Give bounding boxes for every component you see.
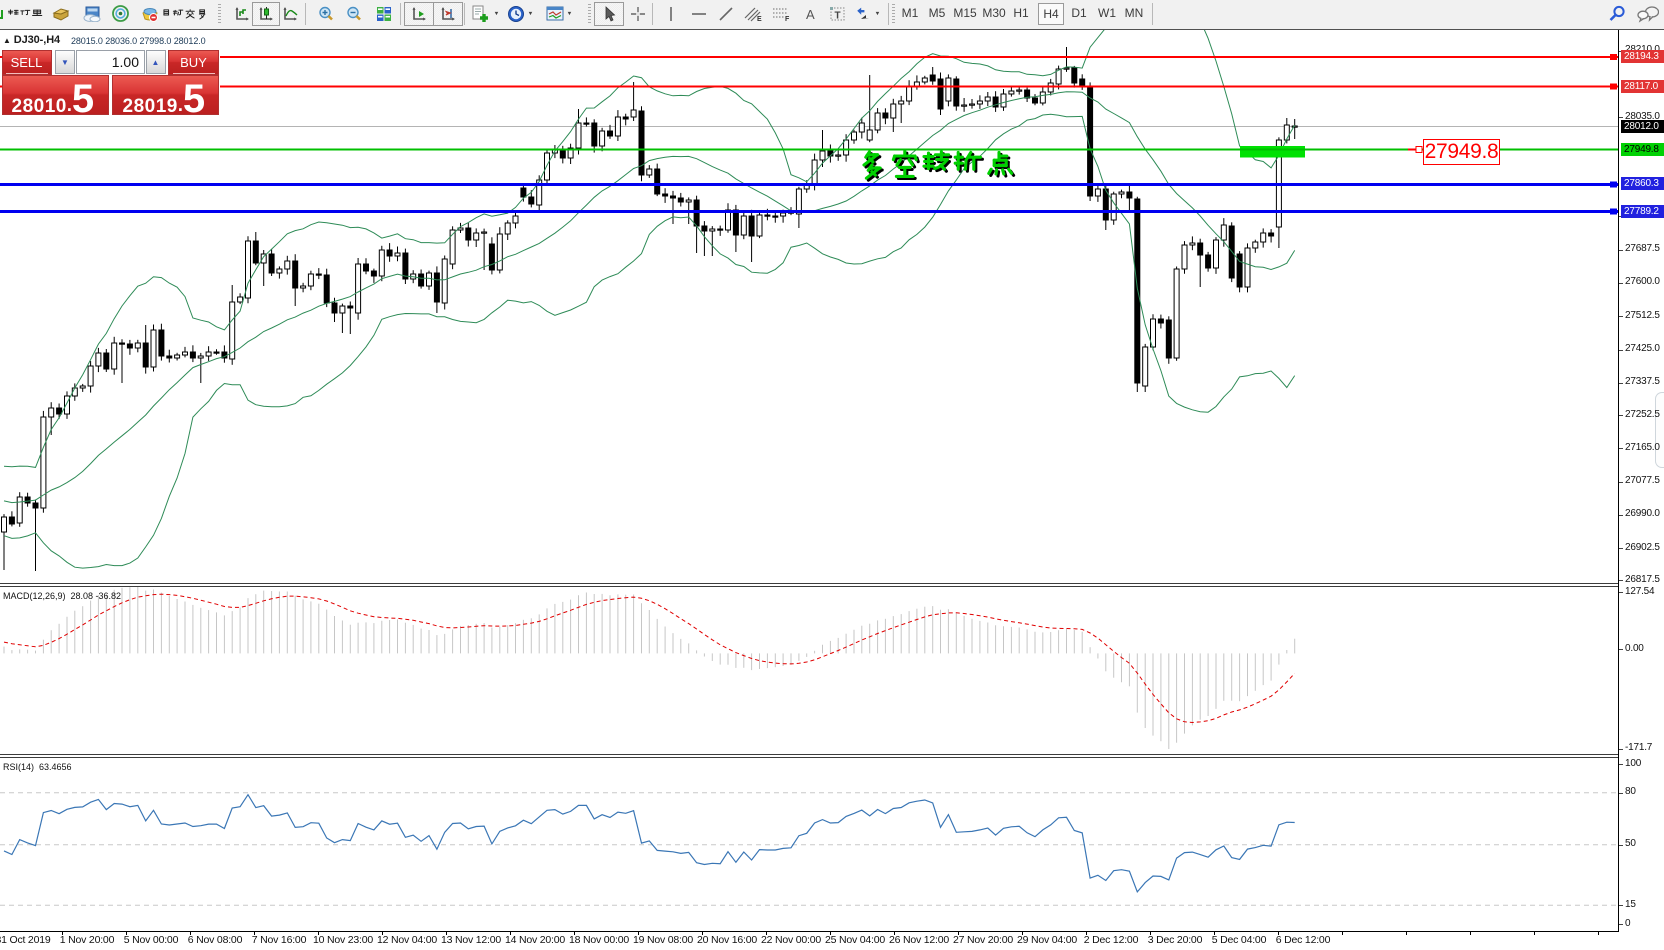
svg-text:E: E	[757, 16, 762, 22]
svg-text:T: T	[835, 11, 841, 22]
svg-text:F: F	[785, 16, 790, 22]
svg-text:A: A	[806, 7, 815, 22]
